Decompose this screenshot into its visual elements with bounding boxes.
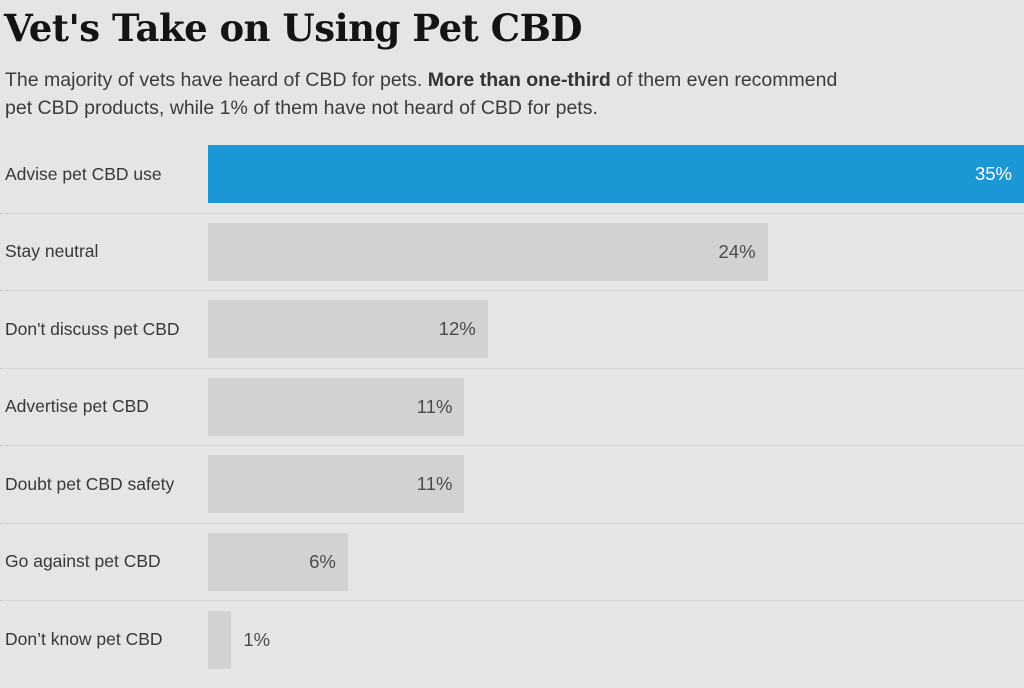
chart-row: Don't discuss pet CBD 12% <box>0 291 1024 369</box>
category-label: Go against pet CBD <box>5 551 161 572</box>
value-label: 12% <box>438 318 476 340</box>
chart-row: Advise pet CBD use 35% <box>0 136 1024 214</box>
bar: 24% <box>208 222 768 281</box>
bar: 12% <box>208 300 488 359</box>
category-label: Stay neutral <box>5 241 99 262</box>
bar: 11% <box>208 455 465 514</box>
chart-row: Stay neutral 24% <box>0 214 1024 291</box>
category-label: Don’t know pet CBD <box>5 629 163 650</box>
value-label: 11% <box>416 473 453 495</box>
chart-row: Go against pet CBD 6% <box>0 524 1024 601</box>
value-label: 11% <box>416 395 453 417</box>
category-label: Don't discuss pet CBD <box>5 318 180 339</box>
chart-header: Vet's Take on Using Pet CBD The majority… <box>0 0 1024 122</box>
category-label: Advertise pet CBD <box>5 396 149 417</box>
value-label: 24% <box>718 240 756 262</box>
bar-area: 24% <box>208 222 1024 281</box>
bar-chart: Advise pet CBD use 35% Stay neutral 24% … <box>0 136 1024 679</box>
value-label: 6% <box>309 550 336 572</box>
bar-area: 1% <box>208 610 1024 669</box>
value-label: 35% <box>974 163 1012 185</box>
chart-title: Vet's Take on Using Pet CBD <box>4 6 582 50</box>
chart-row: Advertise pet CBD 11% <box>0 369 1024 446</box>
bar: 35% <box>208 145 1024 204</box>
bar-area: 11% <box>208 455 1024 514</box>
category-label: Doubt pet CBD safety <box>5 473 175 494</box>
subtitle-text-2: of them even recommend <box>610 69 838 91</box>
bar: 6% <box>208 532 348 591</box>
subtitle-text-3: pet CBD products, while 1% of them have … <box>5 97 598 119</box>
chart-row: Don’t know pet CBD 1% <box>0 601 1024 679</box>
chart-subtitle: The majority of vets have heard of CBD f… <box>5 66 1024 122</box>
bar-area: 35% <box>208 145 1024 204</box>
subtitle-text-1: The majority of vets have heard of CBD f… <box>5 69 428 91</box>
bar-area: 6% <box>208 532 1024 591</box>
subtitle-bold-text: More than one-third <box>427 69 611 91</box>
bar: 11% <box>208 377 465 436</box>
category-label: Advise pet CBD use <box>5 163 162 184</box>
bar <box>208 610 232 669</box>
bar-area: 11% <box>208 377 1024 436</box>
value-label: 1% <box>243 628 271 650</box>
chart-row: Doubt pet CBD safety 11% <box>0 446 1024 524</box>
bar-area: 12% <box>208 300 1024 359</box>
